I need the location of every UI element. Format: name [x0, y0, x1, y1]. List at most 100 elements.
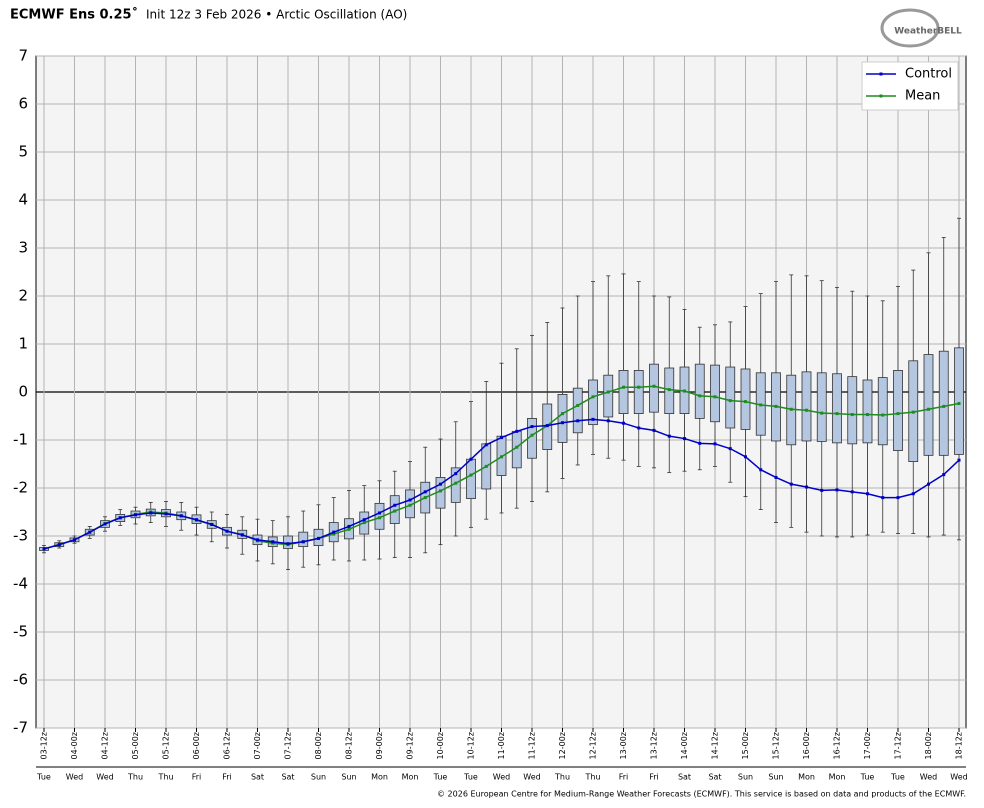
day-label: Thu [554, 773, 570, 782]
y-tick-label: 2 [18, 287, 28, 305]
series-marker [393, 509, 397, 513]
day-label: Tue [463, 773, 478, 782]
series-marker [500, 436, 503, 440]
series-marker [698, 441, 702, 445]
y-tick-label: -4 [13, 575, 28, 593]
series-marker [301, 540, 305, 544]
series-marker [88, 530, 92, 534]
x-tick-label: 09-12z [406, 732, 415, 759]
series-marker [103, 522, 107, 526]
series-marker [591, 395, 595, 399]
x-tick-label: 16-00z [802, 732, 811, 759]
day-label: Mon [402, 773, 419, 782]
series-marker [530, 425, 534, 429]
y-tick-label: -5 [13, 623, 28, 641]
series-marker [210, 522, 214, 526]
series-marker [820, 411, 824, 415]
y-tick-label: 3 [18, 239, 28, 257]
series-marker [911, 410, 915, 414]
series-marker [591, 417, 595, 421]
day-label: Thu [157, 773, 173, 782]
x-tick-label: 17-00z [863, 732, 872, 759]
series-marker [805, 485, 808, 489]
series-marker [118, 516, 122, 520]
series-marker [423, 490, 427, 494]
series-marker [667, 434, 671, 438]
series-marker [637, 385, 641, 389]
day-label: Mon [829, 773, 846, 782]
series-marker [179, 514, 183, 518]
box [847, 376, 858, 445]
x-tick-label: 18-12z [955, 732, 964, 759]
box [862, 379, 873, 444]
series-marker [378, 511, 381, 515]
series-marker [881, 413, 885, 417]
series-marker [362, 521, 366, 525]
series-marker [850, 413, 854, 417]
x-tick-label: 14-00z [680, 732, 689, 759]
series-marker [347, 527, 351, 531]
series-marker [683, 437, 686, 441]
series-marker [637, 426, 641, 430]
x-tick-label: 10-12z [467, 732, 476, 759]
box [649, 363, 659, 413]
box [710, 364, 720, 423]
logo-swirl [880, 8, 940, 48]
day-label: Sun [311, 773, 326, 782]
series-marker [195, 518, 198, 522]
box [572, 387, 583, 434]
x-tick-label: 12-00z [558, 732, 567, 759]
series-marker [530, 433, 534, 437]
x-tick-label: 05-12z [162, 732, 171, 759]
series-marker [683, 389, 686, 393]
x-tick-label: 06-12z [223, 732, 232, 759]
series-marker [454, 472, 458, 476]
day-label: Wed [493, 773, 510, 782]
series-marker [149, 511, 153, 515]
legend-box [861, 61, 959, 111]
day-label: Fri [649, 773, 659, 782]
x-tick-label: 03-12z [40, 732, 49, 759]
series-marker [286, 542, 290, 546]
series-marker [500, 455, 503, 459]
x-tick-label: 08-00z [314, 732, 323, 759]
box [923, 354, 934, 456]
day-label: Mon [798, 773, 815, 782]
y-tick-label: 6 [18, 95, 28, 113]
series-marker [911, 492, 915, 496]
x-tick-label: 11-12z [528, 732, 537, 759]
series-marker [515, 429, 519, 433]
series-marker [667, 388, 671, 392]
series-marker [73, 538, 76, 542]
series-marker [378, 516, 381, 520]
series-marker [728, 447, 732, 451]
x-tick-label: 15-00z [741, 732, 750, 759]
y-tick-label: 1 [18, 335, 28, 353]
y-tick-label: -7 [13, 719, 28, 737]
logo: WeatherBELL [894, 27, 962, 37]
series-marker [576, 419, 580, 423]
day-label: Thu [584, 773, 600, 782]
box [694, 363, 705, 419]
series-marker [423, 496, 427, 500]
series-marker [866, 413, 869, 417]
series-marker [57, 543, 61, 547]
x-tick-label: 09-00z [375, 732, 384, 759]
series-marker [606, 419, 610, 423]
day-label: Sun [738, 773, 753, 782]
y-tick-label: -3 [13, 527, 28, 545]
box [725, 366, 736, 429]
chart-title: ECMWF Ens 0.25˚ [10, 7, 138, 23]
day-label: Wed [950, 773, 967, 782]
series-marker [957, 402, 961, 406]
box [557, 393, 568, 443]
series-marker [561, 412, 564, 416]
series-marker [728, 399, 732, 403]
series-marker [652, 384, 656, 388]
series-marker [759, 468, 763, 472]
day-label: Tue [890, 773, 905, 782]
box [298, 531, 309, 547]
x-tick-label: 16-12z [833, 732, 842, 759]
day-label: Sat [708, 773, 721, 782]
